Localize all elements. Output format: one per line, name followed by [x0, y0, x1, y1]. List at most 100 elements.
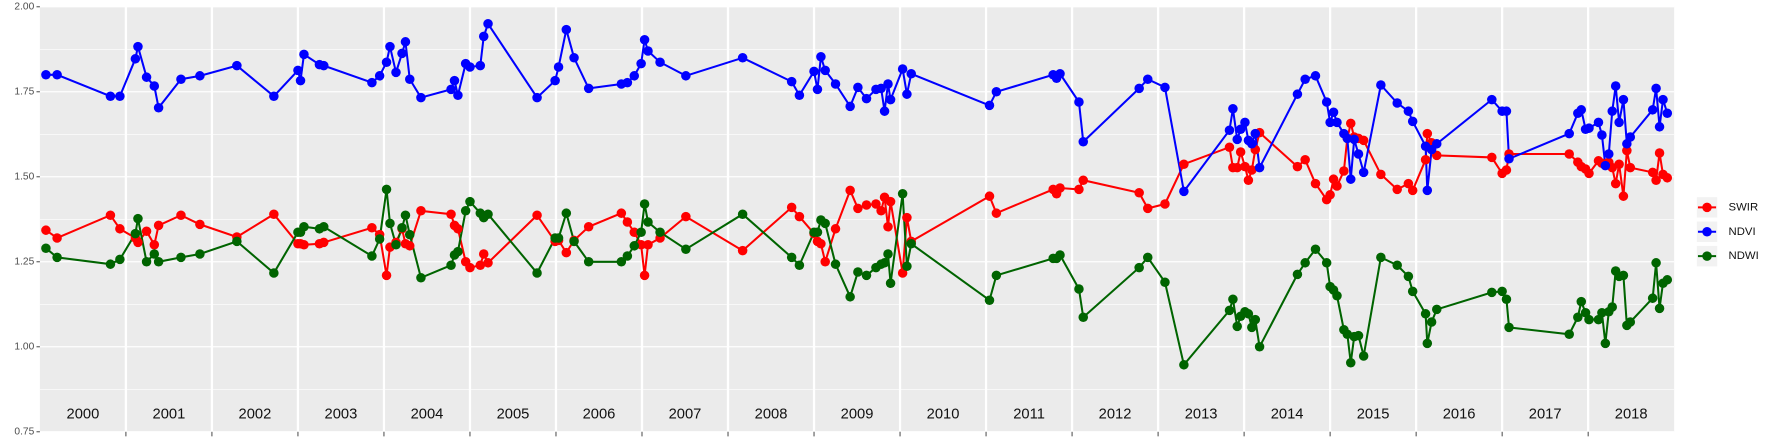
point	[1074, 97, 1084, 107]
point	[1564, 329, 1574, 339]
point	[1332, 117, 1342, 128]
point	[1247, 165, 1257, 175]
point	[639, 35, 650, 45]
point	[318, 60, 329, 71]
point	[550, 75, 560, 86]
point	[1392, 98, 1402, 108]
point	[195, 71, 205, 81]
point	[1504, 154, 1514, 164]
point	[876, 83, 886, 94]
point	[1055, 250, 1065, 260]
legend: SWIR NDVI NDWI	[1696, 197, 1759, 267]
point	[583, 83, 594, 94]
point	[861, 270, 872, 281]
point	[465, 62, 475, 72]
point	[232, 60, 242, 71]
point	[561, 24, 572, 35]
point	[1593, 117, 1604, 128]
point	[1651, 258, 1661, 268]
point	[133, 237, 143, 248]
point	[416, 206, 426, 216]
point	[1647, 167, 1658, 178]
point	[820, 218, 830, 229]
point	[153, 220, 164, 231]
grid: 0.75 1.00 1.25 1.50 1.75 2.00 2000 2001 2002 2003…	[14, 1, 1675, 437]
point	[1407, 286, 1418, 297]
point	[1332, 291, 1342, 301]
point	[453, 224, 463, 234]
point	[105, 210, 116, 220]
point	[1622, 145, 1632, 156]
point	[367, 77, 377, 88]
point	[1250, 128, 1261, 139]
point	[1232, 134, 1242, 145]
point	[1143, 74, 1153, 84]
point	[1292, 269, 1303, 280]
point	[1647, 293, 1658, 303]
point	[374, 234, 385, 244]
point	[1228, 294, 1238, 304]
point	[1625, 162, 1636, 173]
point	[1243, 309, 1254, 319]
legend-dot	[1702, 202, 1712, 213]
point	[1376, 80, 1386, 90]
point	[991, 208, 1002, 218]
point	[1353, 330, 1364, 341]
point	[299, 240, 309, 250]
point	[1240, 117, 1250, 128]
point	[643, 46, 653, 56]
point	[391, 240, 401, 250]
point	[1247, 139, 1257, 149]
point	[1179, 360, 1189, 370]
point	[616, 257, 627, 267]
point	[405, 74, 415, 84]
point	[130, 54, 141, 64]
point	[41, 225, 51, 235]
point	[532, 268, 542, 278]
point	[1339, 166, 1349, 176]
point	[1325, 117, 1335, 128]
point	[1576, 105, 1587, 115]
point	[861, 93, 872, 104]
point	[812, 227, 823, 237]
year-label: 2005	[497, 407, 530, 423]
point	[115, 254, 125, 265]
point	[629, 241, 640, 251]
year-label: 2012	[1099, 407, 1132, 423]
point	[1647, 105, 1658, 115]
point	[1487, 287, 1497, 298]
point	[845, 292, 855, 302]
point	[681, 244, 691, 254]
point	[1358, 167, 1369, 178]
point	[1654, 122, 1665, 132]
point	[299, 222, 309, 232]
point	[1420, 309, 1431, 319]
point	[483, 209, 493, 219]
point	[1160, 82, 1170, 93]
point	[1422, 128, 1433, 139]
y-tick-label: 1.75	[14, 86, 34, 97]
point	[622, 217, 633, 227]
point	[385, 41, 395, 52]
point	[1576, 296, 1587, 307]
point	[446, 84, 456, 95]
point	[861, 200, 872, 210]
point	[1504, 322, 1514, 333]
point	[532, 92, 542, 103]
point	[1074, 284, 1084, 294]
point	[405, 229, 415, 240]
point	[381, 184, 392, 195]
point	[1564, 128, 1574, 139]
point	[1600, 338, 1611, 349]
point	[149, 249, 160, 259]
point	[1243, 175, 1254, 185]
point	[906, 69, 916, 79]
point	[1224, 125, 1235, 135]
point	[1420, 155, 1431, 165]
point	[1328, 107, 1339, 117]
point	[885, 196, 896, 207]
point	[1345, 174, 1356, 184]
point	[1654, 303, 1665, 314]
y-tick-label: 1.00	[14, 341, 34, 352]
